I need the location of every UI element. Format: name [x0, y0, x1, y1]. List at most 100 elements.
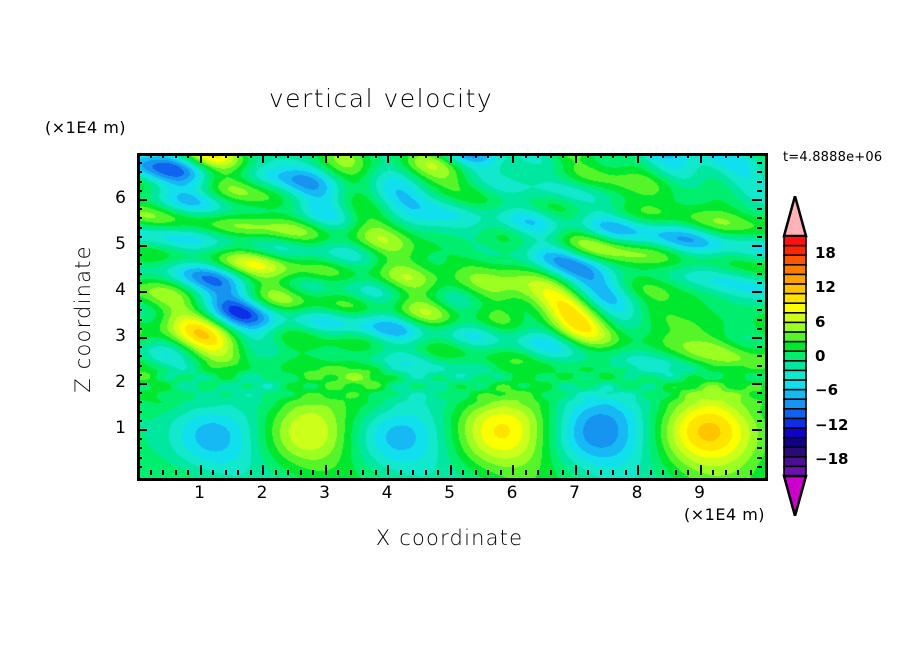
x-minor-tick-top: [499, 153, 502, 158]
z-minor-tick-right: [757, 272, 762, 275]
x-tick-label: 4: [381, 483, 393, 503]
z-minor-tick: [137, 235, 142, 238]
x-minor-tick-top: [524, 153, 527, 158]
x-minor-tick: [274, 470, 277, 475]
z-minor-tick: [137, 355, 142, 358]
z-minor-tick-right: [757, 309, 762, 312]
x-major-tick-top: [574, 153, 577, 163]
x-minor-tick-top: [599, 153, 602, 158]
x-minor-tick: [549, 470, 552, 475]
z-minor-tick-right: [757, 447, 762, 450]
x-major-tick-top: [699, 153, 702, 163]
colorbar-over-cap: [782, 196, 808, 238]
z-minor-tick: [137, 456, 142, 459]
colorbar-band: [783, 331, 807, 343]
x-minor-tick-top: [149, 153, 152, 158]
colorbar-band: [783, 235, 807, 247]
z-tick-label: 3: [115, 326, 126, 346]
x-minor-tick: [737, 470, 739, 475]
z-major-tick-right: [752, 245, 762, 247]
x-major-tick: [262, 465, 264, 475]
colorbar-band: [783, 436, 807, 449]
x-minor-tick-top: [587, 153, 589, 158]
x-minor-tick: [487, 470, 489, 475]
z-minor-tick: [137, 392, 142, 395]
x-tick-label: 3: [319, 483, 330, 503]
z-minor-tick: [137, 189, 142, 192]
colorbar-band: [783, 360, 807, 372]
x-minor-tick-top: [737, 153, 739, 158]
x-minor-tick-top: [337, 153, 339, 158]
z-minor-tick: [137, 465, 142, 468]
x-minor-tick-top: [187, 153, 189, 158]
x-minor-tick: [662, 470, 664, 475]
x-minor-tick: [437, 470, 439, 475]
z-major-tick: [137, 337, 147, 339]
z-major-tick-right: [752, 429, 762, 431]
x-tick-label: 1: [194, 483, 205, 503]
x-minor-tick-top: [399, 153, 402, 158]
x-major-tick: [324, 465, 327, 475]
z-minor-tick: [137, 226, 142, 229]
colorbar-band: [783, 244, 807, 257]
x-major-tick-top: [637, 153, 639, 163]
x-major-tick-top: [449, 153, 452, 163]
z-minor-tick-right: [757, 419, 762, 422]
z-minor-tick: [137, 346, 142, 349]
z-tick-label: 1: [115, 418, 126, 438]
z-minor-tick: [137, 401, 142, 404]
z-major-tick-right: [752, 199, 762, 201]
page-title: vertical velocity: [268, 84, 494, 113]
y-axis-unit-label: (×1E4 m): [45, 118, 127, 137]
x-minor-tick: [524, 470, 527, 475]
z-minor-tick-right: [757, 281, 762, 284]
x-minor-tick: [162, 470, 164, 475]
z-minor-tick-right: [757, 355, 762, 358]
colorbar-scale: [782, 196, 808, 516]
z-minor-tick-right: [757, 438, 762, 441]
colorbar-band: [783, 321, 807, 334]
x-major-tick: [449, 465, 452, 475]
z-minor-tick: [137, 281, 142, 284]
x-minor-tick-top: [724, 153, 727, 158]
x-minor-tick-top: [412, 153, 414, 158]
x-minor-tick-top: [549, 153, 552, 158]
x-tick-label: 7: [569, 483, 580, 503]
x-minor-tick-top: [299, 153, 302, 158]
x-minor-tick-top: [624, 153, 627, 158]
z-minor-tick-right: [757, 456, 762, 459]
colorbar-band: [783, 369, 807, 382]
x-minor-tick-top: [712, 153, 714, 158]
z-minor-tick: [137, 263, 142, 266]
z-minor-tick: [137, 309, 142, 312]
x-minor-tick-top: [462, 153, 464, 158]
x-tick-label: 6: [506, 483, 518, 503]
x-minor-tick-top: [349, 153, 352, 158]
z-minor-tick-right: [757, 180, 762, 183]
z-major-tick: [137, 245, 147, 247]
x-major-tick: [574, 465, 577, 475]
z-tick-label: 6: [115, 188, 126, 208]
colorbar-tick-label: −18: [815, 449, 849, 468]
z-minor-tick-right: [757, 392, 762, 395]
x-tick-label: 5: [444, 483, 455, 503]
x-minor-tick: [612, 470, 614, 475]
colorbar-band: [783, 427, 807, 439]
x-minor-tick-top: [287, 153, 289, 158]
x-minor-tick: [562, 470, 564, 475]
x-minor-tick-top: [274, 153, 277, 158]
z-minor-tick-right: [757, 189, 762, 192]
z-minor-tick-right: [757, 263, 762, 266]
x-minor-tick: [149, 470, 152, 475]
x-minor-tick: [337, 470, 339, 475]
z-major-tick: [137, 199, 147, 201]
z-minor-tick: [137, 162, 142, 165]
x-minor-tick: [674, 470, 677, 475]
z-minor-tick: [137, 171, 142, 174]
contour-field-canvas: [140, 156, 765, 478]
colorbar-band: [783, 446, 807, 459]
x-minor-tick: [712, 470, 714, 475]
z-minor-tick: [137, 327, 142, 330]
z-minor-tick-right: [757, 235, 762, 238]
z-minor-tick-right: [757, 162, 762, 165]
